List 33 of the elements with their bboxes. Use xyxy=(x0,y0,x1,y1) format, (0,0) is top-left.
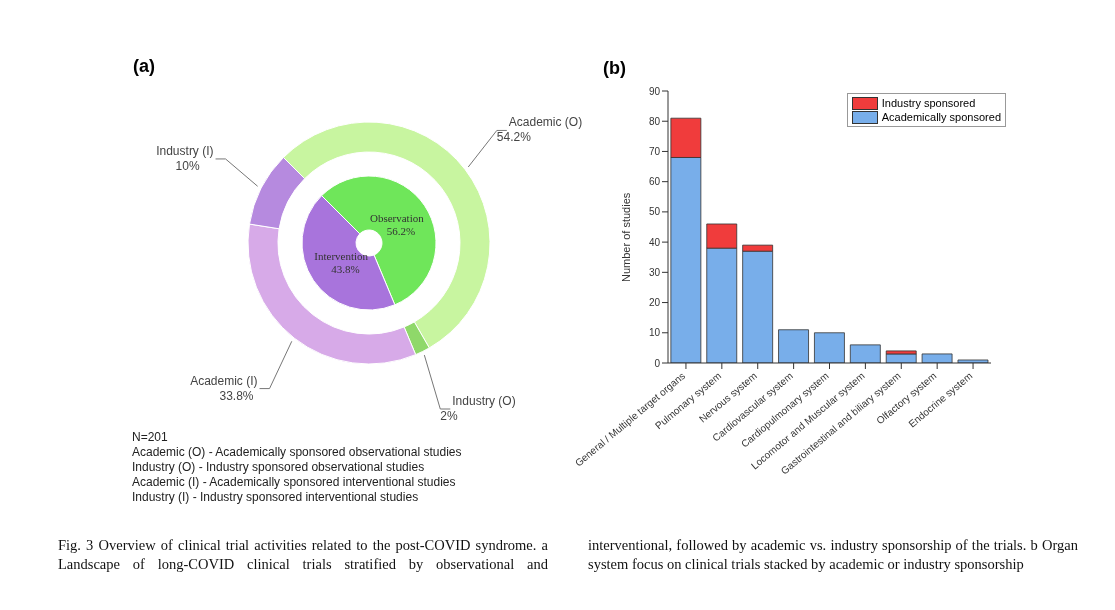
y-axis-title: Number of studies xyxy=(619,192,632,282)
data-label: 54.2% xyxy=(496,130,532,145)
y-tick-label: 20 xyxy=(648,297,661,309)
data-label: 2% xyxy=(440,409,458,424)
text: Academic (I) - Academically sponsored interventional studies xyxy=(132,475,457,490)
y-tick-label: 50 xyxy=(648,206,661,218)
legend-label: Industry sponsored xyxy=(881,97,976,109)
slice-label: Industry (I) xyxy=(156,143,214,158)
data-label: 43.8% xyxy=(331,262,360,275)
slice-label: Observation xyxy=(369,212,425,225)
text: N=201 xyxy=(132,430,169,445)
slice-label: Industry (O) xyxy=(452,394,516,409)
y-tick-label: 0 xyxy=(654,357,661,369)
text: (a) xyxy=(133,56,155,77)
slice-label: Intervention xyxy=(314,249,369,262)
text: Fig. 3 Overview of clinical trial activities related to the post-COVID syndrome. a Landscape of long-COVID clinical trials stratified by observational and interventional, followed by academic vs. industry sponsorship of the trials. b Organ system focus on clinical trials stacked by academic or industry sponsorship xyxy=(58,537,1078,572)
y-tick-label: 40 xyxy=(648,236,661,248)
text: Academic (O) - Academically sponsored observational studies xyxy=(132,445,462,460)
text: Industry (I) - Industry sponsored interventional studies xyxy=(132,490,420,505)
slice-label: Academic (I) xyxy=(190,373,258,388)
chart-title: (b) xyxy=(603,58,626,79)
data-label: 56.2% xyxy=(386,225,416,238)
y-tick-label: 10 xyxy=(648,327,661,339)
y-tick-label: 60 xyxy=(648,176,661,188)
legend-label: Academically sponsored xyxy=(881,111,1001,123)
data-label: 10% xyxy=(175,158,200,173)
y-tick-label: 90 xyxy=(648,85,661,97)
y-tick-label: 30 xyxy=(648,266,661,278)
slice-label: Academic (O) xyxy=(508,115,583,130)
y-tick-label: 80 xyxy=(648,115,661,127)
data-label: 33.8% xyxy=(219,388,254,403)
y-tick-label: 70 xyxy=(648,145,661,157)
text: Industry (O) - Industry sponsored observational studies xyxy=(132,460,426,475)
